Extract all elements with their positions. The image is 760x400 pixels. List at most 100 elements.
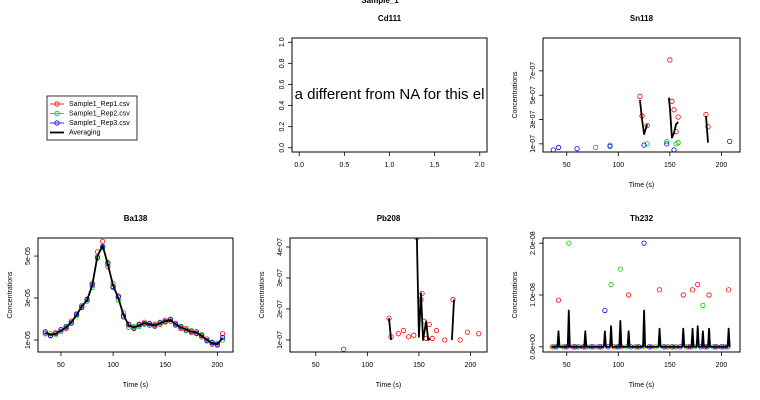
plot-frame — [37, 237, 234, 353]
average-line — [667, 97, 679, 139]
data-point — [555, 297, 562, 303]
average-line — [451, 299, 455, 340]
data-point — [79, 304, 85, 310]
x-tick-label: 50 — [563, 362, 571, 369]
plot-area — [42, 238, 226, 348]
data-point — [442, 337, 448, 343]
x-tick-label: 50 — [312, 362, 320, 369]
data-point — [644, 141, 650, 147]
y-axis-label: Concentrations — [7, 271, 14, 319]
data-point — [641, 240, 647, 246]
legend-marker — [54, 101, 60, 107]
y-tick-label: 1.0e-08 — [530, 283, 537, 307]
data-point — [42, 329, 48, 335]
page-title: Sample_1 — [361, 0, 399, 5]
legend-frame — [46, 95, 138, 141]
data-point — [63, 324, 69, 330]
data-point — [675, 114, 681, 120]
y-tick-label: 2.0e-08 — [530, 231, 537, 255]
data-point — [664, 138, 670, 145]
x-axis-label: Time (s) — [376, 382, 401, 389]
y-axis-label: Concentrations — [512, 71, 519, 119]
data-point — [637, 93, 643, 99]
y-tick-label: 5e-05 — [25, 247, 32, 265]
data-point — [680, 292, 686, 298]
average-line — [639, 99, 649, 136]
y-tick-label: 0.6 — [279, 79, 286, 89]
data-point — [667, 57, 673, 63]
data-point — [219, 334, 226, 341]
x-tick-label: 100 — [362, 362, 374, 369]
data-point — [464, 329, 471, 335]
plot-frame — [289, 237, 488, 353]
data-point — [73, 311, 80, 318]
x-axis-label: Time (s) — [629, 382, 654, 389]
y-tick-label: 3e-07 — [530, 110, 537, 128]
data-point — [695, 282, 701, 288]
legend-label: Sample1_Rep3.csv — [69, 120, 130, 127]
legend-label: Sample1_Rep2.csv — [69, 110, 130, 117]
annotation: a different from NA for this el — [295, 86, 485, 103]
x-tick-label: 150 — [413, 362, 425, 369]
data-point — [617, 266, 623, 272]
data-point — [608, 282, 614, 288]
x-tick-label: 200 — [716, 162, 728, 169]
y-axis-label: Concentrations — [512, 271, 519, 319]
x-tick-label: 0.5 — [339, 162, 349, 169]
data-point — [671, 107, 677, 113]
plot-area — [549, 240, 732, 350]
data-point — [47, 332, 54, 339]
y-tick-label: 5e-07 — [530, 86, 537, 104]
data-point — [457, 337, 463, 343]
y-tick-label: 0.4 — [279, 101, 286, 111]
x-tick-label: 50 — [57, 362, 65, 369]
x-tick-label: 200 — [465, 362, 477, 369]
legend-label: Sample1_Rep1.csv — [69, 101, 130, 108]
data-point — [726, 287, 732, 293]
data-point — [700, 302, 706, 308]
data-point — [644, 122, 650, 129]
data-point — [550, 147, 556, 152]
x-tick-label: 100 — [107, 362, 119, 369]
data-point — [555, 144, 562, 151]
average-line — [551, 309, 731, 348]
x-tick-label: 1.0 — [385, 162, 395, 169]
plot-frame — [542, 37, 741, 153]
data-point — [476, 331, 482, 337]
average-line — [388, 318, 392, 341]
data-point — [593, 144, 599, 151]
data-point — [126, 322, 132, 328]
plot-area: a different from NA for this el — [295, 86, 485, 103]
chart-title: Ba138 — [124, 214, 148, 223]
y-tick-label: 1e-07 — [277, 331, 284, 349]
x-axis-label: Time (s) — [629, 182, 654, 189]
data-point — [131, 325, 137, 331]
data-point — [607, 143, 613, 149]
data-point — [706, 292, 712, 298]
x-axis-label: Time (s) — [123, 382, 148, 389]
y-tick-label: 2e-07 — [277, 300, 284, 318]
data-point — [68, 320, 74, 326]
data-point — [566, 240, 572, 246]
data-point — [419, 290, 425, 297]
chart-title: Sn118 — [630, 14, 654, 23]
data-point — [406, 334, 412, 340]
data-point — [450, 297, 456, 303]
x-tick-label: 150 — [159, 362, 171, 369]
data-point — [705, 124, 711, 130]
data-point — [602, 307, 608, 314]
x-tick-label: 2.0 — [475, 162, 485, 169]
x-tick-label: 200 — [716, 362, 728, 369]
data-point — [429, 335, 435, 341]
y-tick-label: 0.8 — [279, 58, 286, 68]
data-point — [341, 346, 347, 352]
x-tick-label: 50 — [563, 162, 571, 169]
average-line — [705, 115, 709, 143]
legend-marker — [54, 120, 60, 126]
x-tick-label: 150 — [664, 362, 676, 369]
data-point — [727, 138, 733, 145]
x-tick-label: 100 — [612, 362, 624, 369]
x-tick-label: 1.5 — [430, 162, 440, 169]
